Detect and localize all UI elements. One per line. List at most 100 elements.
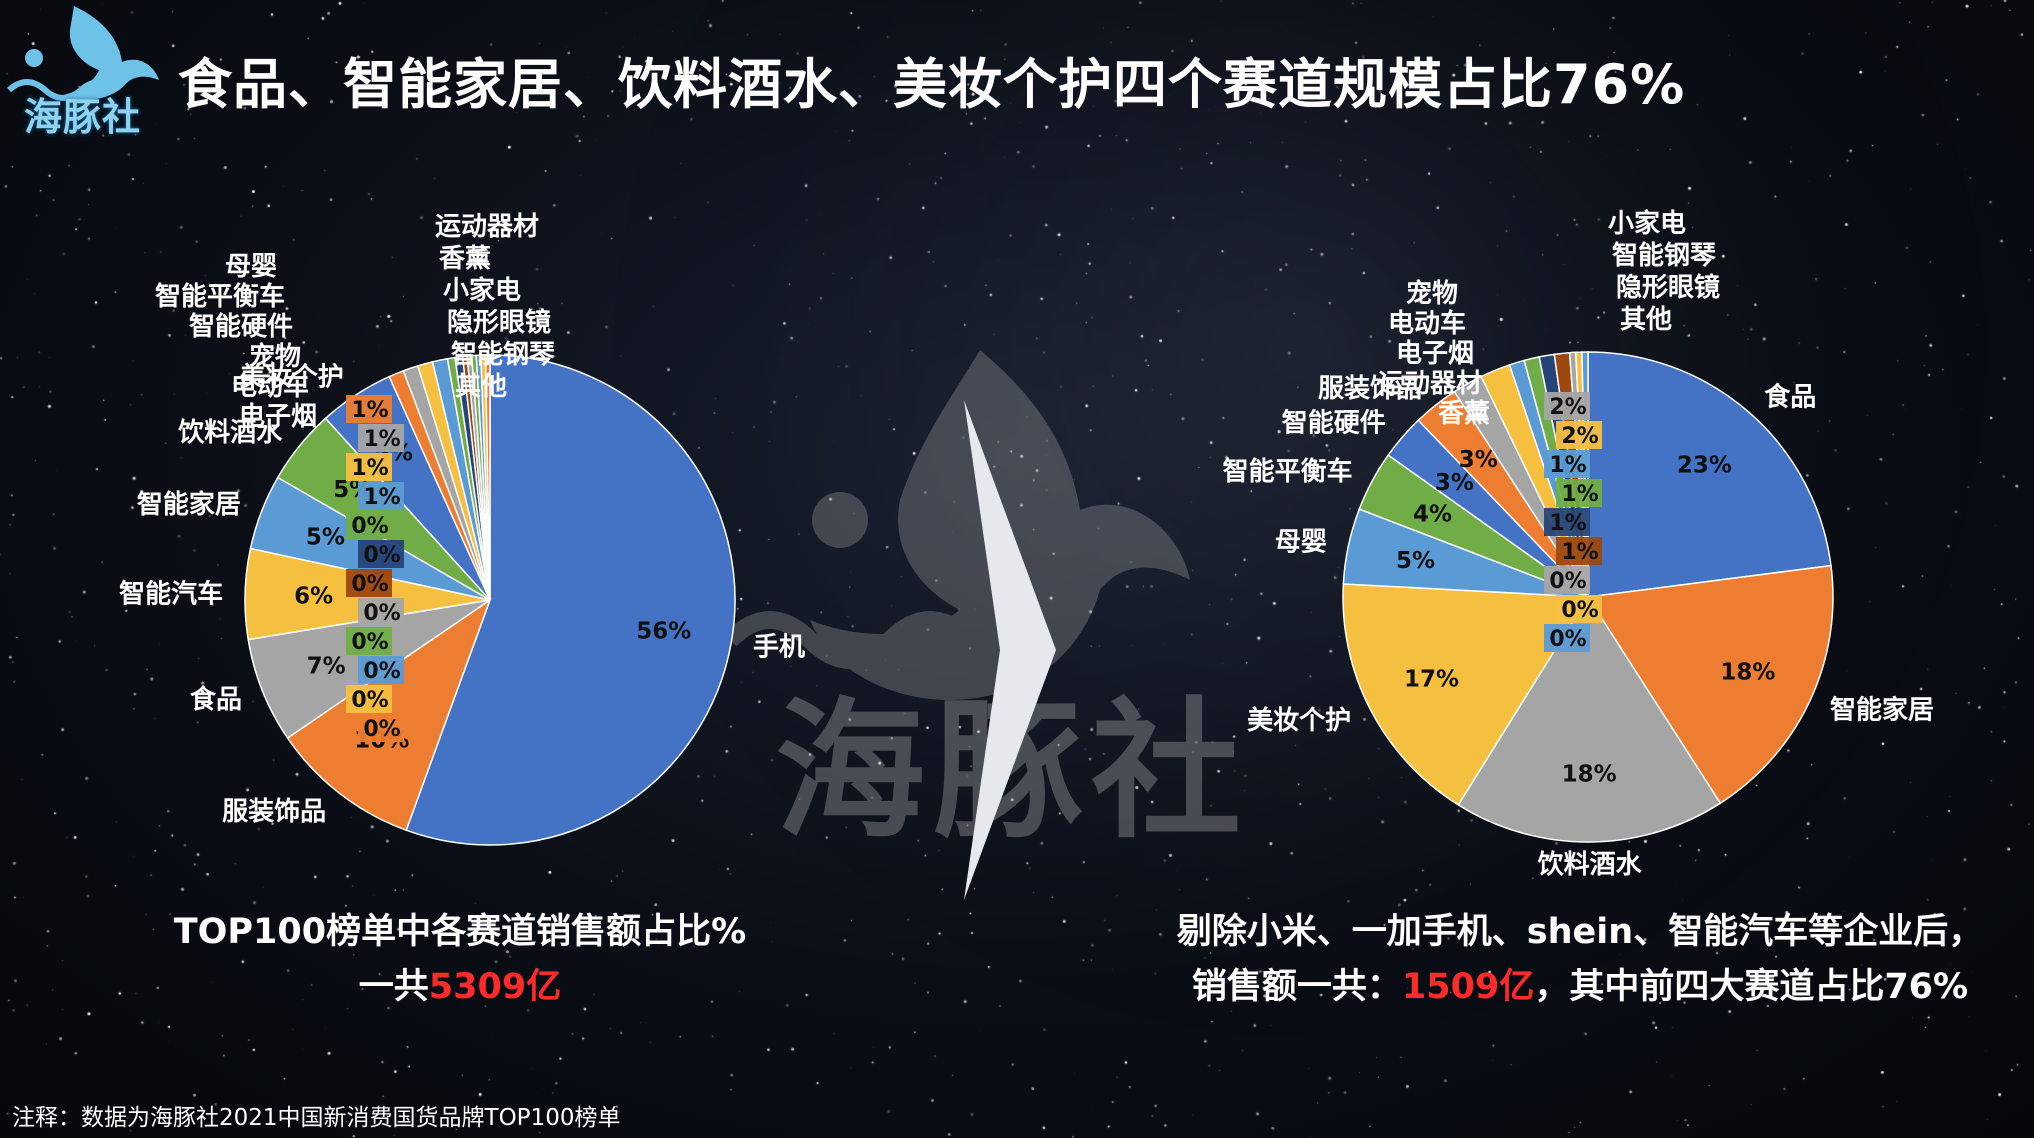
pie-pct-label-2-17: 0% — [1549, 627, 1586, 652]
pie-pct-label-2-10: 2% — [1561, 424, 1598, 449]
pie-slice-2-2 — [1586, 564, 1834, 805]
pie-category-label-1-19: 其他 — [455, 372, 507, 402]
pie-category-label-1-5: 智能家居 — [137, 489, 241, 520]
pie-pct-label-2-2: 18% — [1720, 659, 1775, 685]
pie-pct-label-2-5: 5% — [1396, 548, 1435, 574]
pie-pct-label-2-3: 18% — [1562, 761, 1617, 787]
pie-pct-label-2-15: 0% — [1549, 569, 1586, 594]
pie-category-label-1-1: 手机 — [753, 632, 805, 662]
pie-category-label-2-16: 隐形眼镜 — [1616, 272, 1720, 303]
pie-slice-1-19 — [484, 354, 491, 601]
pie-category-label-1-2: 服装饰品 — [222, 797, 326, 827]
right-caption-line2: 销售额一共：1509亿，其中前四大赛道占比76% — [1140, 958, 2020, 1009]
pie-category-label-2-13: 香薰 — [1438, 399, 1490, 429]
pie-category-label-1-13: 电子烟 — [239, 402, 317, 432]
pie-pct-box-2-15 — [1544, 566, 1590, 594]
pie-pct-label-1-17: 0% — [363, 659, 400, 684]
pie-category-label-1-18: 智能钢琴 — [451, 339, 555, 370]
pie-pct-label-1-16: 0% — [351, 630, 388, 655]
pie-pct-label-1-5: 5% — [306, 525, 345, 551]
pie-pct-box-2-16 — [1556, 595, 1602, 623]
right-caption-prefix: 销售额一共： — [1191, 967, 1402, 1007]
right-caption-total: 1509亿 — [1401, 967, 1535, 1007]
pie-category-label-2-15: 智能钢琴 — [1612, 240, 1716, 271]
pie-pct-label-2-1: 23% — [1677, 453, 1732, 479]
pie-pct-label-1-3: 7% — [307, 653, 346, 679]
pie-pct-box-1-15 — [358, 598, 404, 626]
left-caption-line2: 一共5309亿 — [140, 958, 780, 1009]
arrow-right-icon — [964, 400, 1056, 900]
pie-category-label-1-15: 香薰 — [439, 244, 491, 274]
right-caption: 剔除小米、一加手机、shein、智能汽车等企业后， 销售额一共：1509亿，其中… — [1140, 903, 2020, 1009]
pie-pct-label-1-11: 1% — [363, 485, 400, 510]
pie-pct-box-1-12 — [346, 511, 392, 539]
pie-category-label-1-3: 食品 — [190, 684, 242, 715]
pie-pct-box-1-13 — [358, 540, 404, 568]
pie-pct-label-1-10: 1% — [351, 456, 388, 481]
pie-category-label-2-7: 智能硬件 — [1282, 408, 1386, 439]
pie-category-label-2-4: 美妆个护 — [1247, 705, 1351, 736]
pie-pct-box-1-17 — [358, 656, 404, 684]
pie-pct-label-2-14: 1% — [1561, 540, 1598, 565]
pie-category-label-1-14: 运动器材 — [435, 212, 539, 242]
right-caption-line1: 剔除小米、一加手机、shein、智能汽车等企业后， — [1176, 912, 1984, 952]
pie-pct-box-2-10 — [1556, 421, 1602, 449]
pie-category-label-2-2: 智能家居 — [1830, 695, 1934, 726]
pie-pct-box-1-19 — [358, 714, 404, 742]
pie-category-label-1-10: 智能硬件 — [189, 311, 293, 342]
pie-category-label-1-12: 电动车 — [231, 371, 309, 402]
logo-text: 海豚社 — [24, 95, 142, 139]
pie-slice-1-1 — [405, 354, 736, 846]
pie-category-label-1-9: 智能平衡车 — [155, 281, 285, 312]
pie-slice-2-3 — [1457, 595, 1722, 843]
pie-pct-label-1-4: 6% — [294, 584, 333, 610]
pie-category-label-2-9: 宠物 — [1406, 278, 1458, 309]
pie-category-label-1-16: 小家电 — [443, 275, 521, 306]
pie-pct-box-1-9 — [358, 424, 404, 452]
pie-pct-label-2-7: 3% — [1435, 470, 1474, 496]
pie-pct-label-2-8: 3% — [1459, 447, 1498, 473]
left-caption-total: 5309亿 — [428, 967, 562, 1007]
pie-pct-label-2-12: 1% — [1561, 482, 1598, 507]
pie-category-label-2-10: 电动车 — [1388, 308, 1466, 339]
pie-pct-box-1-11 — [358, 482, 404, 510]
left-caption: TOP100榜单中各赛道销售额占比% 一共5309亿 — [140, 903, 780, 1009]
pie-category-label-2-5: 母婴 — [1275, 527, 1327, 557]
pie-pct-label-1-15: 0% — [363, 601, 400, 626]
left-caption-line1: TOP100榜单中各赛道销售额占比% — [173, 912, 747, 952]
pie-pct-label-2-16: 0% — [1561, 598, 1598, 623]
pie-pct-label-2-11: 1% — [1549, 453, 1586, 478]
pie-category-label-1-7: 美妆个护 — [240, 362, 344, 393]
pie-pct-box-1-18 — [346, 685, 392, 713]
pie-pct-box-1-8 — [346, 395, 392, 423]
pie-pct-box-1-10 — [346, 453, 392, 481]
pie-pct-label-1-1: 56% — [636, 619, 691, 645]
pie-pct-label-2-9: 2% — [1549, 395, 1586, 420]
pie-slice-2-1 — [1587, 351, 1832, 598]
pie-pct-box-1-16 — [346, 627, 392, 655]
pie-pct-label-1-19: 0% — [363, 717, 400, 742]
footnote: 注释：数据为海豚社2021中国新消费国货品牌TOP100榜单 — [12, 1105, 621, 1131]
pie-pct-label-1-8: 1% — [351, 398, 388, 423]
pie-chart-1: 56%手机10%服装饰品7%食品6%智能汽车5%智能家居5%饮料酒水5%美妆个护… — [119, 212, 805, 846]
pie-category-label-2-14: 小家电 — [1608, 208, 1686, 239]
page-title: 食品、智能家居、饮料酒水、美妆个护四个赛道规模占比76% — [178, 53, 1686, 116]
pie-pct-label-2-4: 17% — [1404, 666, 1459, 692]
pie-category-label-1-8: 母婴 — [225, 252, 277, 282]
pie-pct-label-2-13: 1% — [1549, 511, 1586, 536]
pie-category-label-1-11: 宠物 — [249, 341, 301, 372]
pie-pct-label-1-12: 0% — [351, 514, 388, 539]
pie-pct-box-2-12 — [1556, 479, 1602, 507]
pie-category-label-2-17: 其他 — [1620, 305, 1672, 335]
pie-chart-2: 23% 食品 18% 智能家居 18% 饮料酒水 17% 美妆个护 5% 母婴 4% 智能平衡车 3% 智… — [1223, 208, 1934, 880]
pie-category-label-2-12: 运动器材 — [1378, 369, 1482, 399]
pie-pct-box-2-14 — [1556, 537, 1602, 565]
pie-pct-box-2-9 — [1544, 392, 1590, 420]
pie-category-label-2-11: 电子烟 — [1396, 339, 1474, 369]
pie-pct-box-2-11 — [1544, 450, 1590, 478]
pie-pct-box-2-17 — [1544, 624, 1590, 652]
pie-slice-2-4 — [1342, 583, 1590, 806]
pie-category-label-2-1: 食品 — [1764, 381, 1816, 412]
pie-category-label-2-8: 服装饰品 — [1318, 374, 1422, 404]
